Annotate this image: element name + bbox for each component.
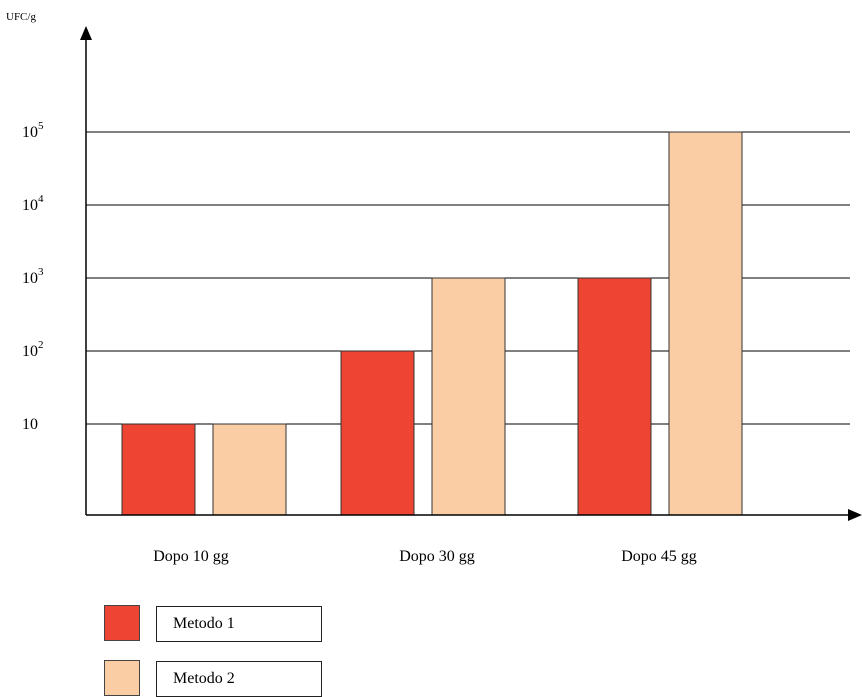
y-tick-labels: 10 102 103 104 105 bbox=[22, 120, 44, 433]
legend-label: Metodo 2 bbox=[156, 661, 322, 697]
legend-label: Metodo 1 bbox=[156, 606, 322, 642]
x-tick-label: Dopo 30 gg bbox=[399, 548, 475, 565]
bar bbox=[577, 277, 652, 516]
y-axis-arrow bbox=[80, 26, 92, 40]
bar bbox=[340, 350, 415, 516]
axes bbox=[80, 26, 862, 521]
y-tick-label: 105 bbox=[22, 120, 44, 141]
bars bbox=[121, 131, 743, 516]
x-axis-arrow bbox=[848, 509, 862, 521]
bar bbox=[431, 277, 506, 516]
y-tick-label: 103 bbox=[22, 266, 44, 287]
y-tick-label: 10 bbox=[22, 416, 38, 433]
bar bbox=[668, 131, 743, 516]
y-tick-label: 102 bbox=[22, 339, 44, 360]
bar bbox=[212, 423, 287, 516]
legend-swatch bbox=[104, 660, 140, 696]
y-axis-label: UFC/g bbox=[6, 11, 36, 23]
x-tick-labels: Dopo 10 gg Dopo 30 gg Dopo 45 gg bbox=[153, 548, 697, 565]
x-tick-label: Dopo 10 gg bbox=[153, 548, 229, 565]
legend-swatch bbox=[104, 605, 140, 641]
y-tick-label: 104 bbox=[22, 193, 44, 214]
bar bbox=[121, 423, 196, 516]
x-tick-label: Dopo 45 gg bbox=[621, 548, 697, 565]
